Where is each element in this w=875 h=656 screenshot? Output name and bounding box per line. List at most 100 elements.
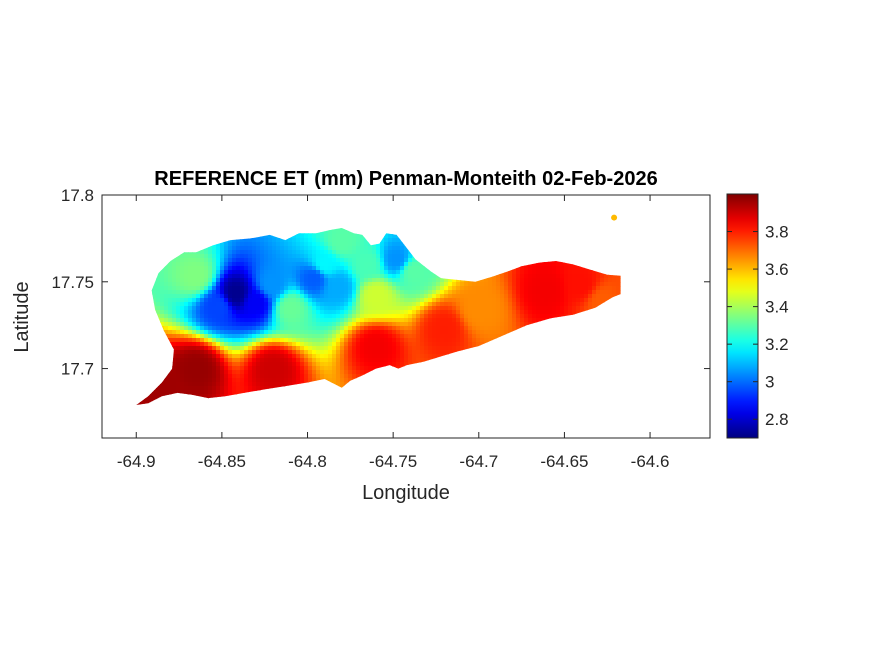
- heatmap-cell: [368, 350, 373, 355]
- heatmap-cell: [296, 362, 301, 367]
- heatmap-cell: [200, 326, 205, 331]
- heatmap-cell: [256, 290, 261, 295]
- heatmap-cell: [404, 326, 409, 331]
- heatmap-cell: [404, 310, 409, 315]
- heatmap-cell: [456, 338, 461, 343]
- heatmap-cell: [224, 302, 229, 307]
- heatmap-cell: [404, 298, 409, 303]
- heatmap-cell: [372, 358, 377, 363]
- heatmap-cell: [492, 330, 497, 335]
- heatmap-cell: [492, 294, 497, 299]
- heatmap-cell: [184, 314, 189, 319]
- heatmap-cell: [256, 238, 261, 243]
- heatmap-cell: [332, 246, 337, 251]
- heatmap-cell: [260, 306, 265, 311]
- heatmap-cell: [404, 346, 409, 351]
- heatmap-cell: [408, 330, 413, 335]
- heatmap-cell: [172, 350, 177, 355]
- heatmap-cell: [420, 334, 425, 339]
- heatmap-cell: [344, 242, 349, 247]
- heatmap-cell: [320, 290, 325, 295]
- heatmap-cell: [204, 310, 209, 315]
- heatmap-cell: [240, 374, 245, 379]
- heatmap-cell: [316, 366, 321, 371]
- heatmap-cell: [468, 342, 473, 347]
- heatmap-cell: [456, 294, 461, 299]
- heatmap-cell: [172, 286, 177, 291]
- heatmap-cell: [348, 298, 353, 303]
- heatmap-cell: [212, 314, 217, 319]
- heatmap-cell: [228, 238, 233, 243]
- heatmap-cell: [484, 302, 489, 307]
- heatmap-cell: [284, 306, 289, 311]
- heatmap-cell: [352, 238, 357, 243]
- heatmap-cell: [308, 322, 313, 327]
- heatmap-cell: [400, 362, 405, 367]
- heatmap-cell: [216, 290, 221, 295]
- heatmap-cell: [432, 286, 437, 291]
- heatmap-cell: [372, 310, 377, 315]
- heatmap-cell: [432, 314, 437, 319]
- heatmap-cell: [472, 314, 477, 319]
- heatmap-cell: [276, 258, 281, 263]
- heatmap-cell: [236, 386, 241, 391]
- heatmap-cell: [348, 330, 353, 335]
- heatmap-cell: [308, 262, 313, 267]
- heatmap-cell: [192, 254, 197, 259]
- heatmap-cell: [380, 322, 385, 327]
- heatmap-cell: [344, 310, 349, 315]
- heatmap-cell: [276, 250, 281, 255]
- heatmap-cell: [436, 318, 441, 323]
- heatmap-cell: [196, 278, 201, 283]
- heatmap-cell: [424, 314, 429, 319]
- heatmap-cell: [320, 250, 325, 255]
- heatmap-cell: [272, 354, 277, 359]
- heatmap-cell: [260, 254, 265, 259]
- heatmap-cell: [236, 362, 241, 367]
- heatmap-cell: [320, 302, 325, 307]
- heatmap-cell: [348, 286, 353, 291]
- heatmap-cell: [328, 350, 333, 355]
- heatmap-cell: [340, 294, 345, 299]
- heatmap-cell: [348, 338, 353, 343]
- heatmap-cell: [276, 358, 281, 363]
- heatmap-cell: [448, 334, 453, 339]
- heatmap-cell: [236, 378, 241, 383]
- heatmap-cell: [236, 238, 241, 243]
- heatmap-cell: [172, 374, 177, 379]
- heatmap-cell: [224, 326, 229, 331]
- heatmap-cell: [272, 322, 277, 327]
- heatmap-cell: [300, 270, 305, 275]
- heatmap-cell: [232, 306, 237, 311]
- heatmap-cell: [240, 342, 245, 347]
- heatmap-cell: [396, 362, 401, 367]
- heatmap-cell: [408, 254, 413, 259]
- heatmap-cell: [356, 362, 361, 367]
- heatmap-cell: [464, 294, 469, 299]
- heatmap-cell: [392, 318, 397, 323]
- heatmap-cell: [196, 326, 201, 331]
- heatmap-cell: [184, 286, 189, 291]
- heatmap-cell: [424, 326, 429, 331]
- heatmap-cell: [264, 302, 269, 307]
- heatmap-cell: [356, 266, 361, 271]
- heatmap-cell: [248, 382, 253, 387]
- heatmap-cell: [356, 370, 361, 375]
- heatmap-cell: [296, 294, 301, 299]
- heatmap-cell: [284, 262, 289, 267]
- heatmap-cell: [268, 358, 273, 363]
- heatmap-cell: [176, 386, 181, 391]
- heatmap-cell: [228, 266, 233, 271]
- heatmap-cell: [344, 318, 349, 323]
- heatmap-cell: [208, 382, 213, 387]
- heatmap-cell: [192, 250, 197, 255]
- heatmap-cell: [228, 286, 233, 291]
- heatmap-cell: [268, 242, 273, 247]
- heatmap-cell: [188, 314, 193, 319]
- heatmap-cell: [392, 326, 397, 331]
- heatmap-cell: [256, 326, 261, 331]
- heatmap-cell: [216, 266, 221, 271]
- heatmap-cell: [192, 362, 197, 367]
- heatmap-cell: [356, 314, 361, 319]
- heatmap-cell: [192, 354, 197, 359]
